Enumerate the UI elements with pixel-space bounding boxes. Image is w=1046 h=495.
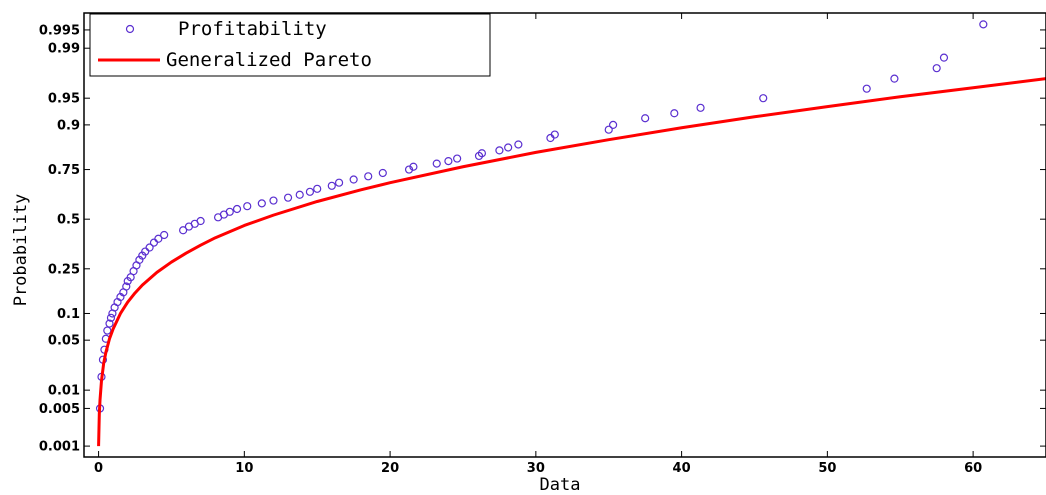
data-point [504,143,513,152]
data-point [232,204,242,214]
y-tick-label: 0.05 [48,334,80,349]
x-tick-label: 60 [964,461,982,476]
data-point [160,230,169,240]
data-point [295,190,304,199]
legend-label-generalized-pareto: Generalized Pareto [166,49,372,71]
data-point [334,178,344,187]
y-tick-label: 0.005 [39,402,80,417]
data-point [122,282,131,291]
y-tick-label: 0.5 [57,213,80,228]
data-point [404,165,414,174]
data-point [759,94,768,103]
plot-frame [83,12,1046,458]
data-point [305,187,315,196]
x-tick-label: 20 [381,461,399,476]
data-point [444,157,453,166]
data-point [550,130,559,139]
data-point [477,149,487,158]
data-point [514,140,523,149]
plot-background [84,13,1046,457]
data-point [432,159,441,168]
data-point [103,326,112,335]
x-tick-label: 40 [673,461,691,476]
data-point [495,146,504,155]
line-layer [97,77,1046,447]
data-point [257,199,266,208]
data-point [225,207,234,216]
y-tick-label: 0.01 [48,384,80,399]
y-tick-label: 0.99 [48,42,80,57]
y-tick-label: 0.75 [48,163,80,178]
y-tick-label: 0.25 [48,262,80,277]
y-tick-label: 0.9 [57,118,80,133]
data-point [862,84,871,93]
y-axis-ticks: 0.001 0.005 0.01 0.05 0.1 0.25 0.5 0.75 0.9 0.95 0… [39,23,1046,455]
legend-label-profitability: Profitability [178,18,327,40]
data-point [979,20,988,29]
data-point [145,243,154,252]
data-point [890,74,899,83]
fit-line-generalized-pareto [97,77,1046,447]
x-tick-label: 30 [527,461,545,476]
data-point [364,172,373,181]
data-point [313,184,322,193]
data-point [641,114,650,123]
data-point [932,64,941,73]
data-point [327,181,336,190]
data-point [141,247,150,256]
data-point [243,202,252,211]
x-tick-label: 0 [94,461,103,476]
x-tick-label: 10 [235,461,253,476]
legend: Profitability Generalized Pareto [89,13,491,77]
x-axis-ticks: 0 10 20 30 40 50 60 [94,13,982,476]
y-tick-label: 0.001 [39,440,80,455]
data-point [453,154,462,163]
data-point [283,193,293,202]
y-axis-label: Probability [11,194,31,307]
data-point [154,234,163,243]
x-axis-label: Data [540,475,581,495]
data-point [106,313,116,322]
data-point [604,125,613,134]
y-tick-label: 0.995 [39,23,80,38]
data-point [696,103,705,112]
data-point [939,53,949,62]
x-tick-label: 50 [818,461,836,476]
data-point [179,226,188,235]
y-tick-label: 0.95 [48,92,80,107]
data-point [608,120,618,129]
data-point [378,168,387,178]
data-point [349,175,358,184]
data-point [409,162,418,171]
data-point [670,109,679,118]
legend-box [89,13,491,77]
data-point [105,319,114,328]
data-point [269,196,278,205]
data-point [196,216,205,226]
y-tick-label: 0.1 [57,307,80,322]
legend-marker-profitability [125,24,135,34]
